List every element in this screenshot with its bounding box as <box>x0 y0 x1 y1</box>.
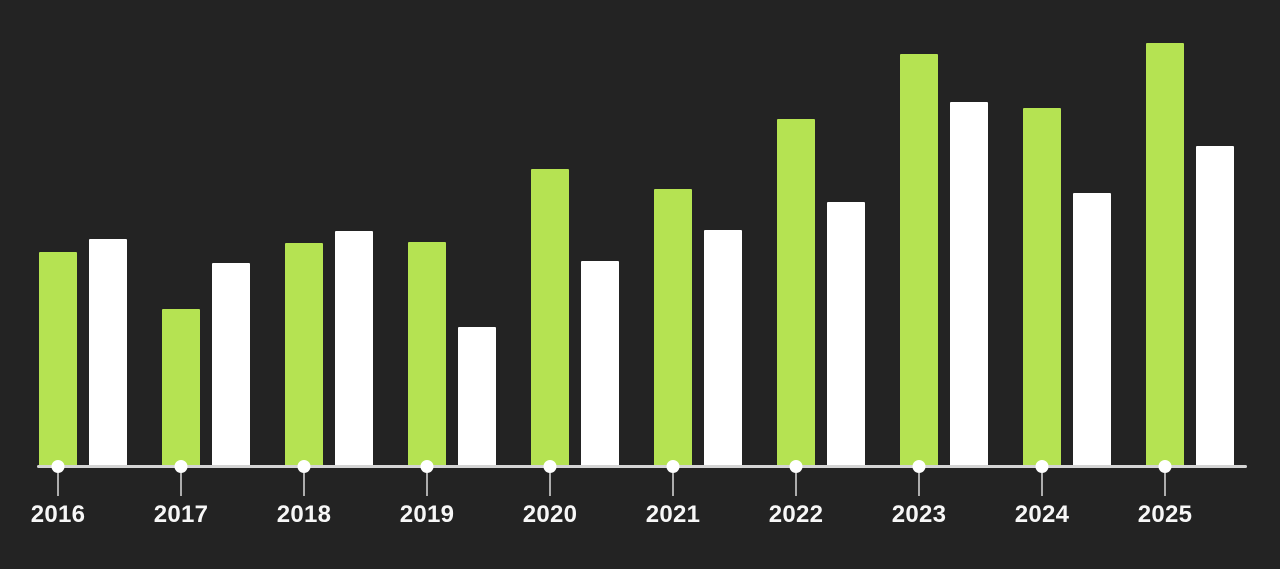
bar-white-2019 <box>458 327 496 466</box>
year-group-2018: 2018 <box>277 231 373 528</box>
year-group-2023: 2023 <box>892 54 988 528</box>
axis-dot <box>543 460 557 473</box>
bar-green-2022 <box>777 119 815 466</box>
bar-green-2023 <box>900 54 938 466</box>
axis-dot <box>51 460 65 473</box>
axis-dot <box>297 460 311 473</box>
axis-tick <box>672 473 674 496</box>
x-axis-label-2019: 2019 <box>399 501 455 528</box>
axis-dot <box>1035 460 1049 473</box>
x-axis-label-2020: 2020 <box>522 501 578 528</box>
x-axis-label-2022: 2022 <box>768 501 824 528</box>
axis-tick <box>57 473 59 496</box>
axis-dot <box>420 460 434 473</box>
bar-green-2024 <box>1023 108 1061 466</box>
axis-dot <box>666 460 680 473</box>
x-axis-label-2021: 2021 <box>645 501 701 528</box>
bar-green-2025 <box>1146 43 1184 466</box>
bar-green-2019 <box>408 242 446 466</box>
year-group-2022: 2022 <box>769 119 865 528</box>
year-group-2021: 2021 <box>646 189 742 528</box>
year-group-2016: 2016 <box>31 239 127 528</box>
x-axis-label-2024: 2024 <box>1014 501 1070 528</box>
bar-green-2017 <box>162 309 200 466</box>
axis-tick <box>426 473 428 496</box>
bar-white-2017 <box>212 263 250 466</box>
axis-tick <box>1164 473 1166 496</box>
axis-tick <box>549 473 551 496</box>
x-axis-line <box>37 465 1247 468</box>
x-axis-label-2018: 2018 <box>276 501 332 528</box>
bar-green-2016 <box>39 252 77 466</box>
bar-white-2025 <box>1196 146 1234 466</box>
plot-area: 2016 2017 2018 2019 2020 2021 2022 2023 2024 2025 <box>31 26 1234 528</box>
axis-tick <box>795 473 797 496</box>
year-group-2020: 2020 <box>523 169 619 528</box>
year-group-2025: 2025 <box>1138 43 1234 528</box>
bar-white-2021 <box>704 230 742 466</box>
axis-tick <box>303 473 305 496</box>
bar-white-2016 <box>89 239 127 466</box>
year-group-2017: 2017 <box>154 263 250 528</box>
bar-white-2024 <box>1073 193 1111 466</box>
x-axis-label-2017: 2017 <box>153 501 209 528</box>
axis-dot <box>174 460 188 473</box>
axis-dot <box>789 460 803 473</box>
axis-dot <box>1158 460 1172 473</box>
x-axis-label-2025: 2025 <box>1137 501 1193 528</box>
axis-tick <box>180 473 182 496</box>
bar-white-2022 <box>827 202 865 466</box>
x-axis-label-2016: 2016 <box>30 501 86 528</box>
year-group-2019: 2019 <box>400 242 496 528</box>
bar-white-2020 <box>581 261 619 466</box>
bar-white-2023 <box>950 102 988 466</box>
x-axis-label-2023: 2023 <box>891 501 947 528</box>
bar-green-2018 <box>285 243 323 466</box>
bar-green-2020 <box>531 169 569 466</box>
axis-tick <box>1041 473 1043 496</box>
year-group-2024: 2024 <box>1015 108 1111 528</box>
axis-dot <box>912 460 926 473</box>
bar-green-2021 <box>654 189 692 466</box>
bar-white-2018 <box>335 231 373 466</box>
axis-tick <box>918 473 920 496</box>
